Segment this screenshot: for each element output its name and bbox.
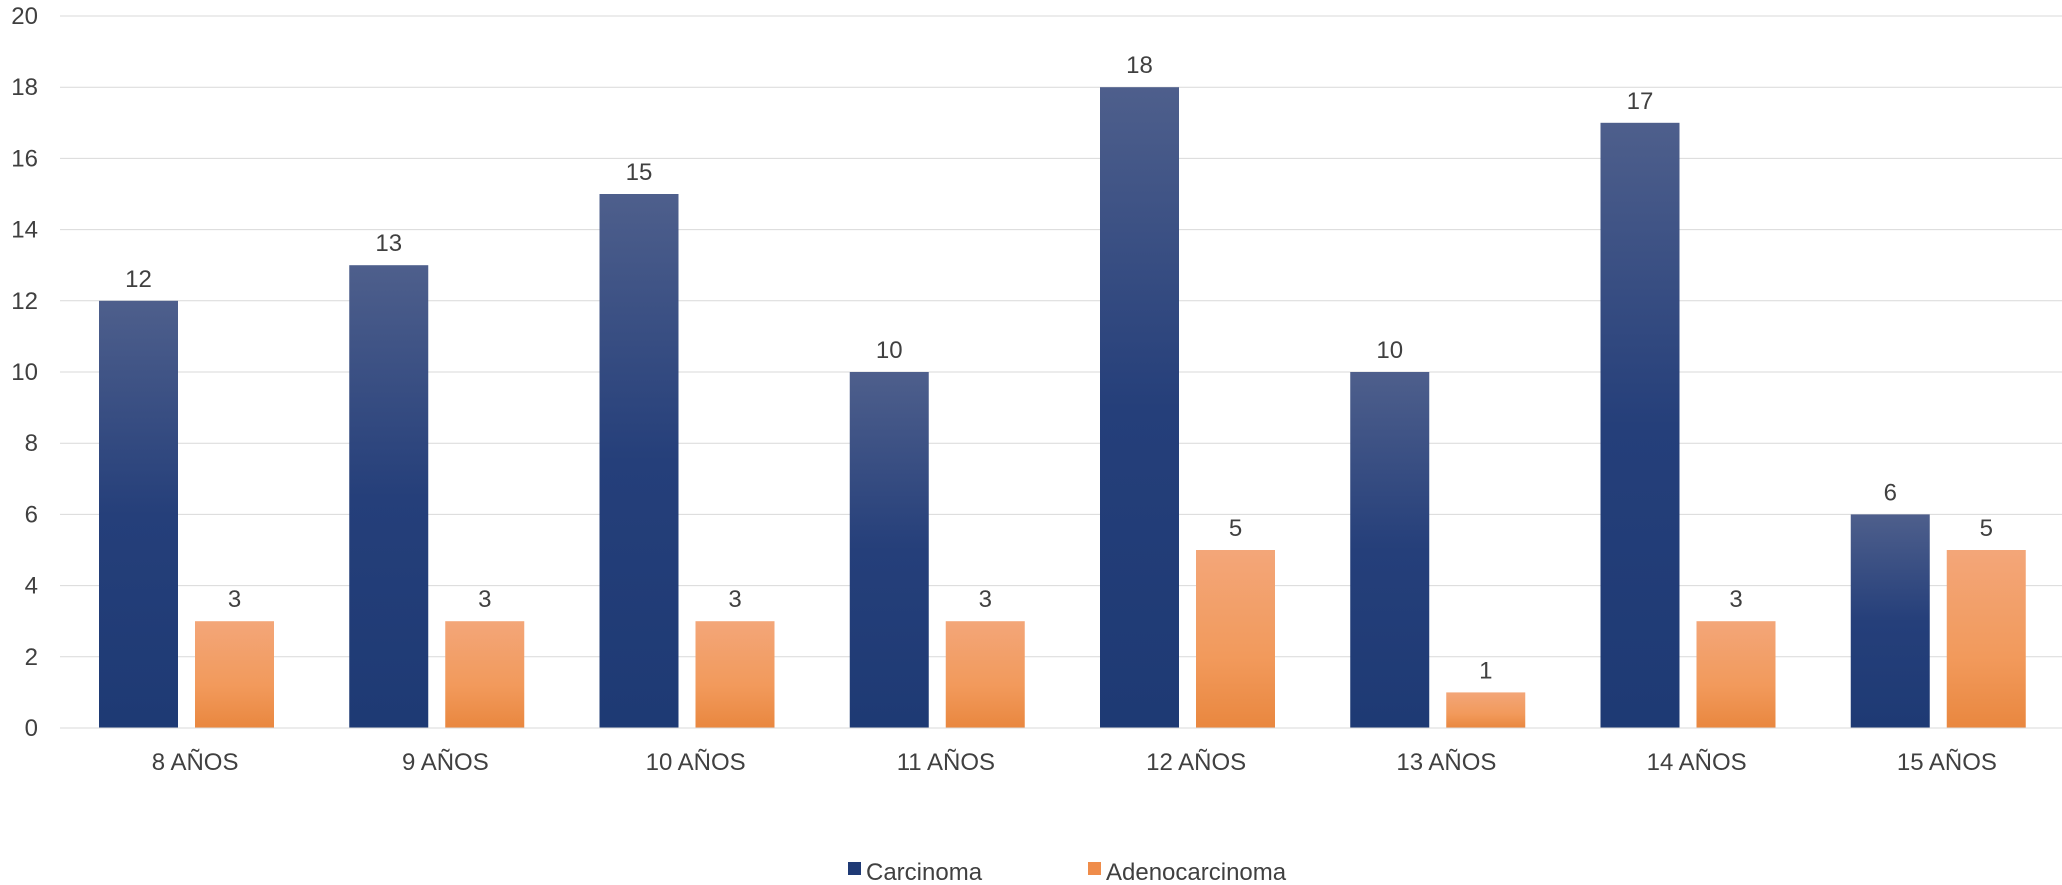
bar-carcinoma	[1850, 514, 1930, 728]
y-tick-label: 12	[11, 288, 38, 315]
y-tick-label: 14	[11, 217, 38, 244]
bar-adenocarcinoma	[445, 621, 525, 728]
x-axis: 8 AÑOS 9 AÑOS 10 AÑOS 11 AÑOS 12 AÑOS 13 AÑOS…	[60, 727, 2062, 776]
x-category-label: 15 AÑOS	[1897, 749, 1997, 776]
x-category-label: 11 AÑOS	[897, 749, 995, 776]
bar-adenocarcinoma	[1196, 550, 1275, 728]
data-label: 1	[1479, 657, 1492, 684]
y-tick-label: 0	[25, 715, 38, 742]
data-label: 3	[728, 586, 741, 613]
data-label: 12	[125, 266, 152, 293]
data-label: 3	[478, 586, 491, 613]
y-tick-label: 20	[11, 3, 38, 30]
y-tick-label: 4	[25, 573, 38, 600]
x-category-label: 8 AÑOS	[152, 749, 239, 776]
legend-swatch	[848, 862, 861, 875]
x-category-label: 13 AÑOS	[1396, 749, 1496, 776]
y-tick-label: 18	[11, 74, 38, 101]
data-label: 5	[1980, 515, 1993, 542]
data-label: 17	[1627, 88, 1654, 115]
x-category-label: 12 AÑOS	[1146, 749, 1246, 776]
bar-carcinoma	[1600, 122, 1680, 729]
bar-adenocarcinoma	[695, 621, 775, 728]
data-label: 5	[1229, 515, 1242, 542]
x-category-label: 9 AÑOS	[402, 749, 489, 776]
bar-carcinoma	[849, 372, 929, 728]
legend-swatch	[1088, 862, 1101, 875]
y-tick-label: 2	[25, 644, 38, 671]
x-category-label: 10 AÑOS	[646, 749, 746, 776]
bar-adenocarcinoma	[1446, 692, 1526, 728]
bar-carcinoma	[1100, 87, 1179, 728]
data-label: 3	[1729, 586, 1742, 613]
data-label: 3	[979, 586, 992, 613]
data-label: 6	[1884, 479, 1897, 506]
data-label: 10	[1376, 337, 1403, 364]
data-label: 3	[228, 586, 241, 613]
bar-adenocarcinoma	[945, 621, 1025, 728]
bars: 12 3 13 3 15 3 10 3 18 5 10 1 17 3 6 5	[99, 52, 2026, 729]
bar-carcinoma	[599, 194, 679, 728]
data-label: 15	[626, 159, 653, 186]
data-label: 18	[1126, 52, 1153, 79]
bar-carcinoma	[1350, 372, 1430, 728]
legend-label: Adenocarcinoma	[1106, 859, 1287, 885]
bar-adenocarcinoma	[1696, 621, 1776, 728]
data-label: 13	[375, 230, 402, 257]
bar-adenocarcinoma	[1946, 550, 2026, 728]
x-category-label: 14 AÑOS	[1647, 749, 1747, 776]
y-tick-label: 8	[25, 430, 38, 457]
data-label: 10	[876, 337, 903, 364]
y-tick-label: 16	[11, 145, 38, 172]
y-axis: 0 2 4 6 8 10 12 14 16 18 20	[11, 3, 38, 742]
legend-label: Carcinoma	[866, 859, 983, 885]
bar-carcinoma	[99, 300, 178, 728]
legend: Carcinoma Adenocarcinoma	[848, 859, 1287, 885]
y-tick-label: 10	[11, 359, 38, 386]
bar-adenocarcinoma	[195, 621, 274, 728]
bar-carcinoma	[349, 265, 429, 728]
y-tick-label: 6	[25, 501, 38, 528]
